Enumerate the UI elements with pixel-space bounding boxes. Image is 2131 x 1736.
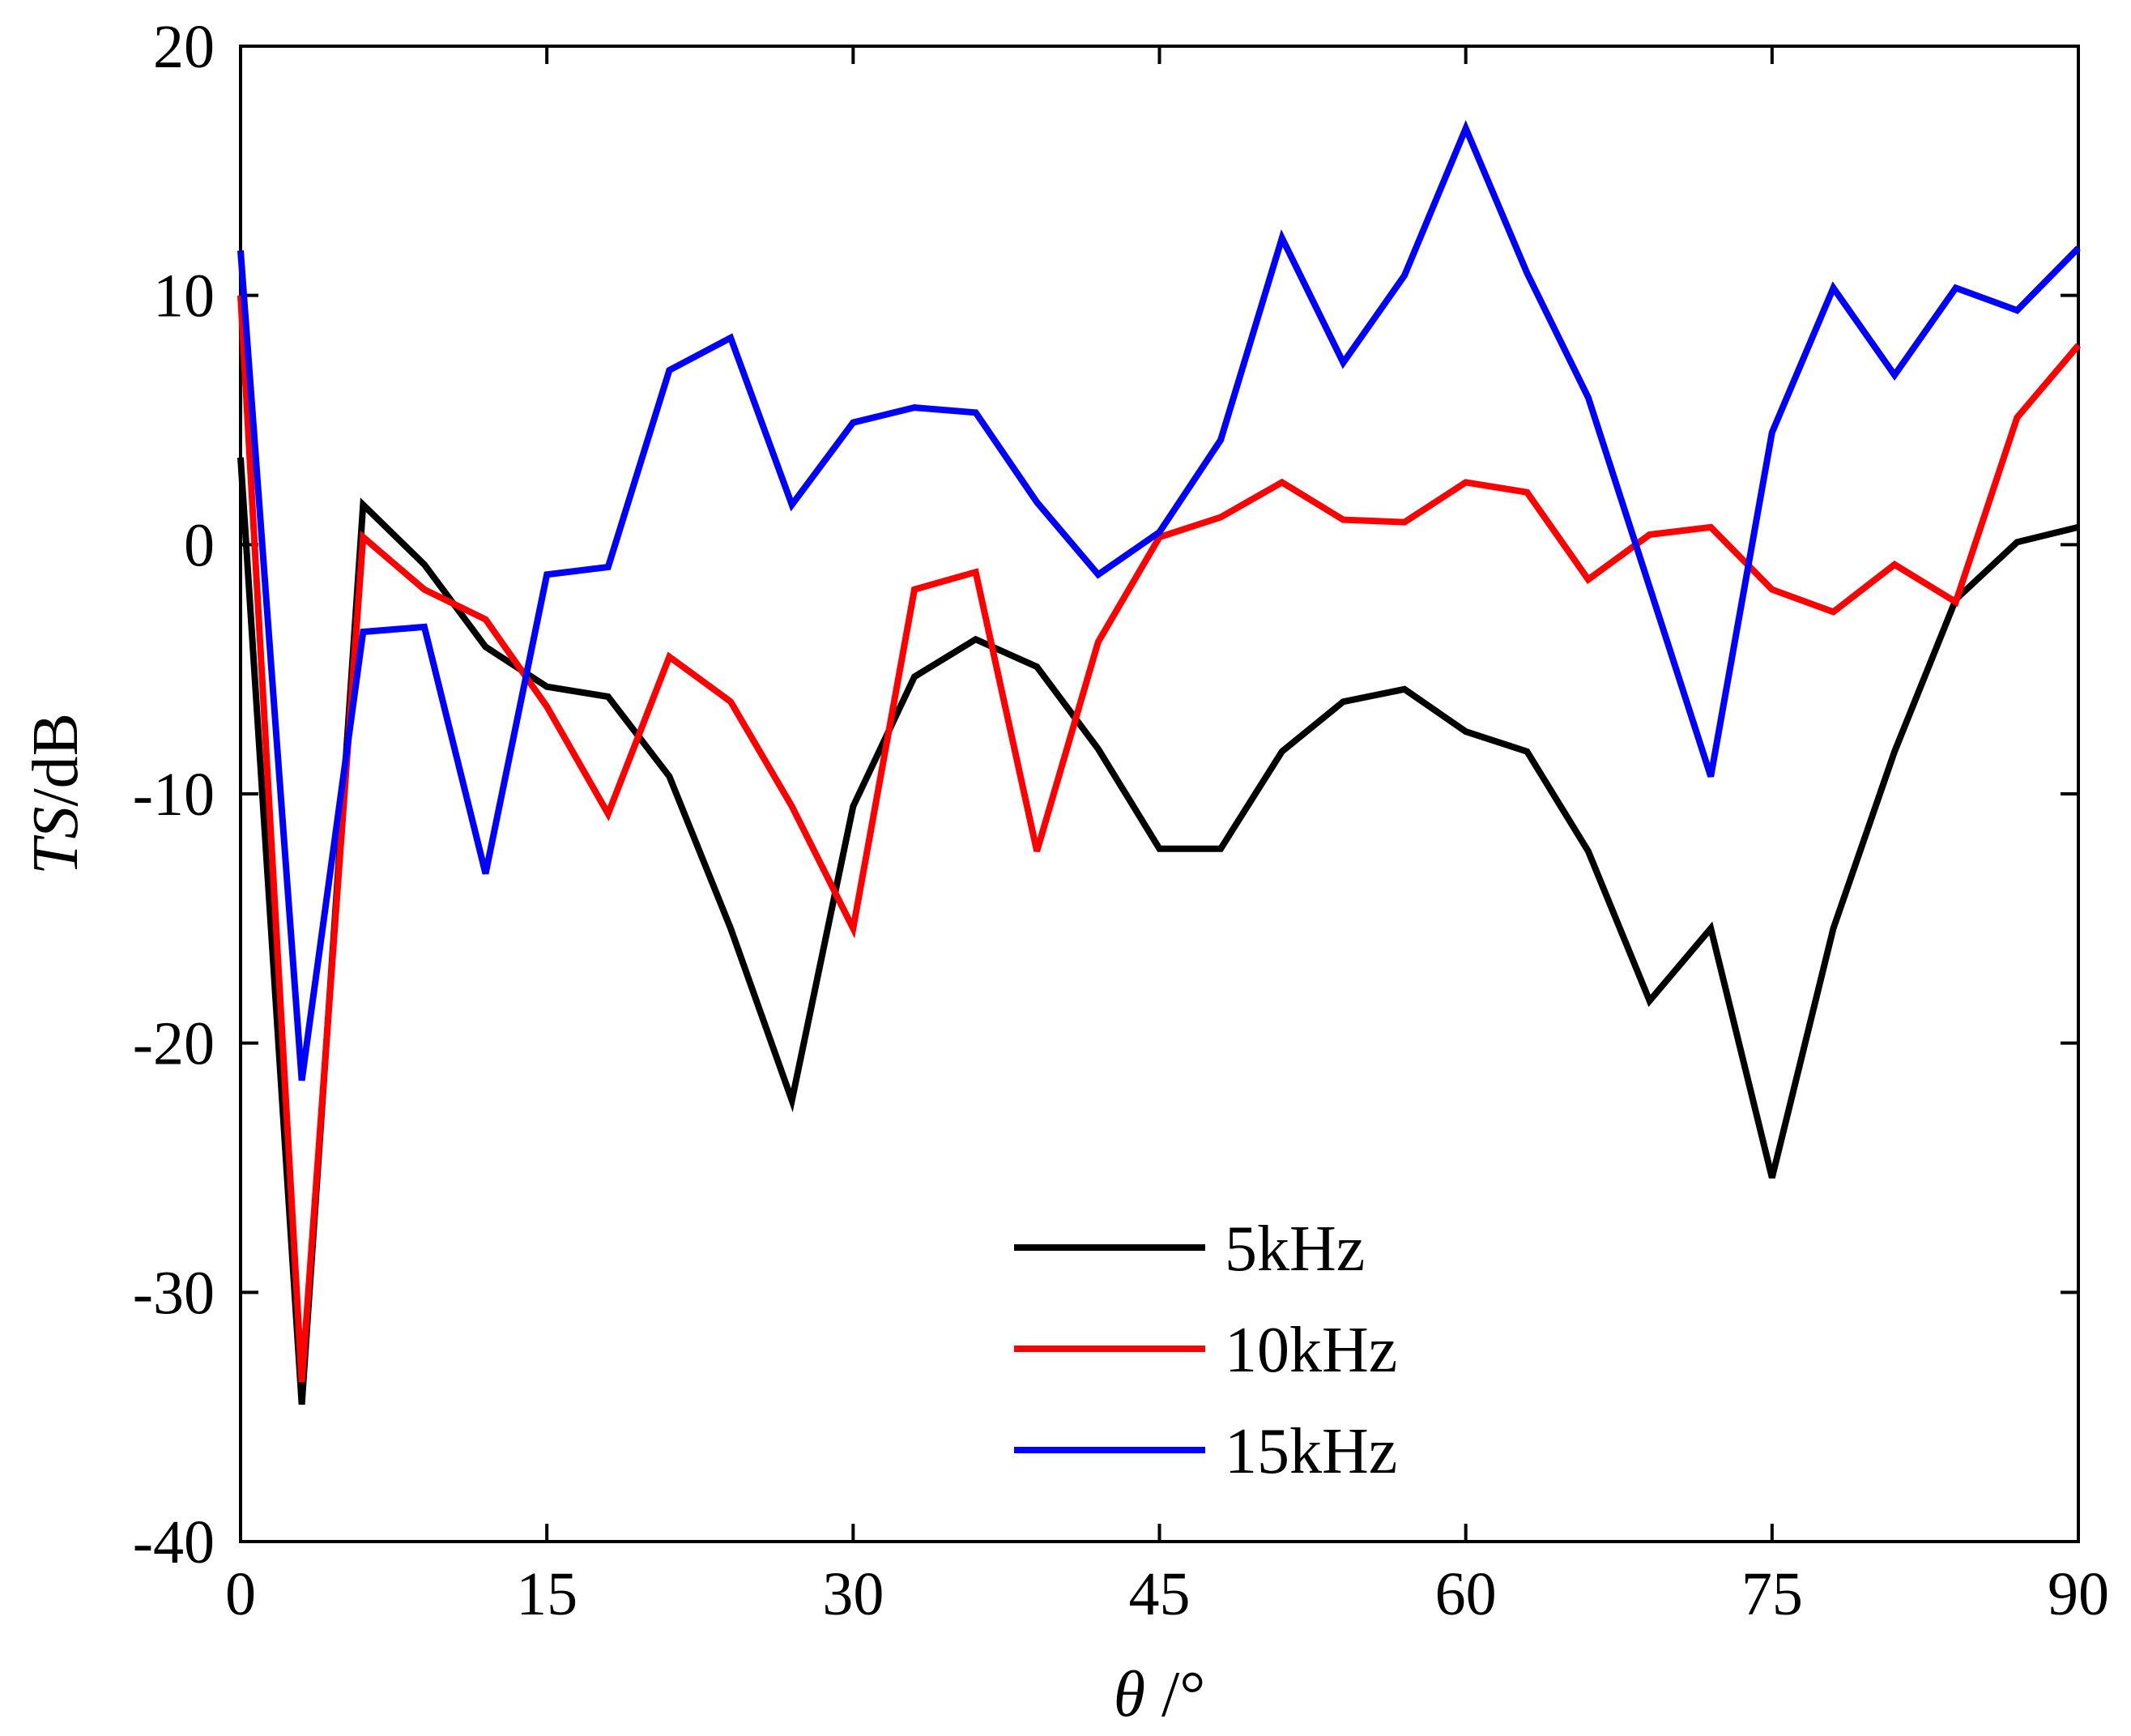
axis-ticks <box>239 45 2080 1543</box>
x-tick-label: 90 <box>2048 1560 2109 1628</box>
legend-label-15khz: 15kHz <box>1225 1416 1397 1487</box>
x-tick-label: 75 <box>1741 1560 1803 1628</box>
plot-frame <box>239 45 2080 1543</box>
x-tick-label: 60 <box>1435 1560 1497 1628</box>
x-tick-label: 45 <box>1129 1560 1191 1628</box>
y-tick-label: -20 <box>133 1010 215 1078</box>
legend-label-10khz: 10kHz <box>1225 1315 1397 1386</box>
plot-area <box>239 45 2080 1543</box>
series-lines <box>237 120 2082 1405</box>
y-tick-label: 10 <box>153 262 215 331</box>
y-axis-title: TS/dB <box>20 713 92 875</box>
x-axis-title-symbol: θ <box>1114 1659 1145 1730</box>
y-tick-label: -30 <box>133 1259 215 1327</box>
x-tick-label: 30 <box>822 1560 884 1628</box>
x-tick-label: 0 <box>225 1560 256 1628</box>
series-line-5khz <box>237 457 2079 1405</box>
x-axis-title-unit: /° <box>1145 1659 1205 1730</box>
y-tick-label: 0 <box>184 511 215 579</box>
x-axis-title: θ /° <box>1114 1659 1206 1730</box>
series-line-15khz <box>237 120 2081 1081</box>
y-tick-label: -10 <box>133 761 215 829</box>
y-tick-label: -40 <box>133 1508 215 1576</box>
x-tick-label: 15 <box>516 1560 578 1628</box>
series-line-10khz <box>237 295 2082 1383</box>
axis-titles: θ /° TS/dB <box>20 713 1205 1730</box>
y-axis-title-unit: /dB <box>20 713 92 807</box>
y-axis-title-symbol: TS <box>20 807 92 876</box>
legend-label-5khz: 5kHz <box>1225 1213 1365 1285</box>
tick-labels: 0 15 30 45 60 75 90 -40 -30 -20 -10 0 10 20 <box>133 13 2109 1628</box>
y-tick-label: 20 <box>153 13 215 81</box>
legend: 5kHz 10kHz 15kHz <box>1014 1213 1397 1487</box>
